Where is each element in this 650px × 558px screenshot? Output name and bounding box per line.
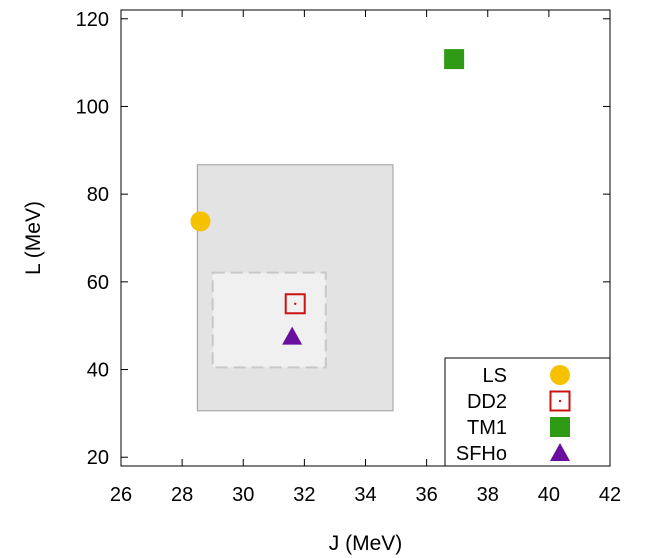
x-tick-label: 30 [232, 484, 254, 506]
legend-label-sfho: SFHo [456, 443, 507, 465]
x-tick-label: 42 [599, 484, 621, 506]
legend-label-dd2: DD2 [467, 391, 507, 413]
x-tick-label: 38 [477, 484, 499, 506]
y-tick-label: 120 [76, 9, 109, 31]
point-ls [190, 211, 211, 232]
y-tick-label: 80 [87, 184, 109, 206]
region-2 [211, 271, 327, 369]
x-tick-label: 32 [293, 484, 315, 506]
x-tick-label: 40 [538, 484, 560, 506]
legend-marker-dd2-box [549, 390, 571, 412]
legend-marker-ls [550, 365, 570, 385]
y-axis-title: L (MeV) [22, 201, 45, 275]
legend-marker-dd2-dot [558, 399, 562, 403]
y-tick-label: 40 [87, 360, 109, 382]
markers-layer [190, 49, 465, 345]
point-dd2-box [284, 293, 306, 315]
y-tick-label: 100 [76, 96, 109, 118]
ticks-layer: 26 28 30 32 34 36 38 40 42 20 40 60 80 100 120 [76, 9, 622, 506]
legend-marker-sfho [550, 443, 570, 461]
legend-marker-dd2 [549, 390, 571, 412]
legend: LS DD2 TM1 SFHo [444, 357, 611, 467]
point-dd2 [284, 293, 306, 315]
x-tick-label: 34 [354, 484, 376, 506]
x-tick-label: 26 [110, 484, 132, 506]
x-axis-title: J (MeV) [329, 532, 403, 555]
point-tm1 [444, 49, 465, 70]
point-dd2-dot [294, 302, 297, 305]
point-sfho [282, 326, 303, 345]
regions-layer [196, 164, 394, 412]
y-tick-label: 60 [87, 272, 109, 294]
legend-label-tm1: TM1 [467, 417, 507, 439]
legend-box [444, 357, 611, 467]
x-tick-label: 36 [416, 484, 438, 506]
x-tick-label: 28 [171, 484, 193, 506]
legend-marker-tm1 [550, 417, 570, 437]
legend-label-ls: LS [483, 365, 507, 387]
y-tick-label: 20 [87, 447, 109, 469]
